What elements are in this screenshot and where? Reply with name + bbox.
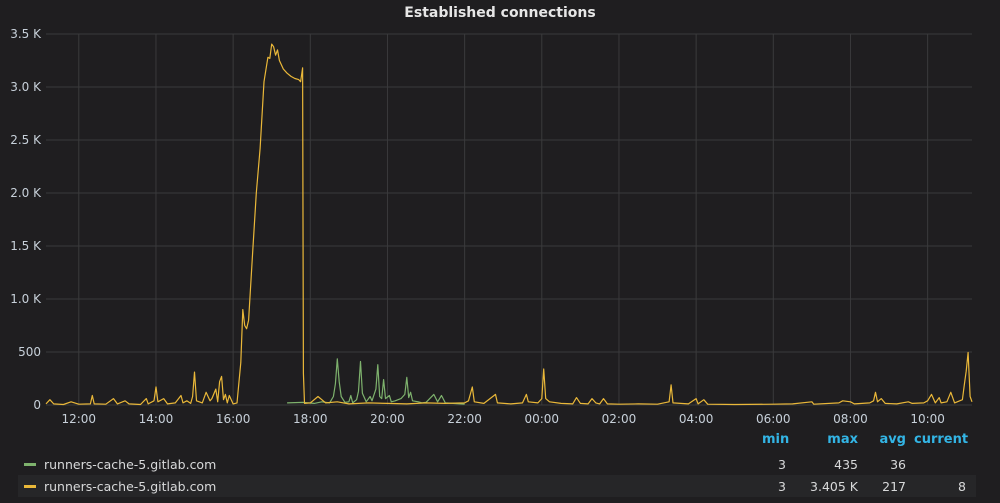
x-tick-label: 06:00 bbox=[756, 412, 791, 426]
y-tick-label: 2.5 K bbox=[10, 133, 42, 147]
legend-header-current[interactable]: current bbox=[914, 432, 969, 447]
legend-header-avg[interactable]: avg bbox=[879, 432, 906, 447]
legend-row[interactable]: runners-cache-5.gitlab.com 3 435 36 bbox=[18, 453, 976, 475]
y-tick-label: 1.0 K bbox=[10, 292, 42, 306]
series-line-1[interactable] bbox=[45, 43, 973, 406]
x-tick-label: 20:00 bbox=[370, 412, 405, 426]
legend-current: 8 bbox=[958, 479, 966, 494]
y-tick-label: 1.5 K bbox=[10, 239, 42, 253]
y-tick-label: 3.0 K bbox=[10, 80, 42, 94]
series-line-0[interactable] bbox=[287, 358, 465, 405]
y-tick-label: 500 bbox=[18, 345, 41, 359]
series-color-swatch[interactable] bbox=[24, 485, 36, 488]
x-axis: 12:00 14:00 16:00 18:00 20:00 22:00 00:00 02:00… bbox=[61, 412, 944, 426]
x-tick-label: 10:00 bbox=[910, 412, 945, 426]
x-tick-label: 18:00 bbox=[293, 412, 328, 426]
x-tick-label: 00:00 bbox=[524, 412, 559, 426]
y-tick-label: 0 bbox=[33, 398, 41, 412]
x-tick-label: 02:00 bbox=[602, 412, 637, 426]
legend-max: 3.405 K bbox=[810, 479, 858, 494]
x-tick-label: 14:00 bbox=[139, 412, 174, 426]
grid bbox=[46, 33, 972, 406]
legend-max: 435 bbox=[834, 457, 858, 472]
series-lines bbox=[45, 43, 973, 406]
x-tick-label: 22:00 bbox=[447, 412, 482, 426]
legend-min: 3 bbox=[778, 479, 786, 494]
legend-header-max[interactable]: max bbox=[827, 432, 858, 447]
series-color-swatch[interactable] bbox=[24, 463, 36, 466]
chart-canvas[interactable]: 0 500 1.0 K 1.5 K 2.0 K 2.5 K 3.0 K 3.5 K 12:00… bbox=[0, 0, 1000, 430]
x-tick-label: 12:00 bbox=[61, 412, 96, 426]
y-tick-label: 2.0 K bbox=[10, 186, 42, 200]
legend-min: 3 bbox=[778, 457, 786, 472]
legend-avg: 217 bbox=[882, 479, 906, 494]
x-tick-label: 16:00 bbox=[216, 412, 251, 426]
y-tick-label: 3.5 K bbox=[10, 27, 42, 41]
legend-header-min[interactable]: min bbox=[762, 432, 790, 447]
x-tick-label: 04:00 bbox=[679, 412, 714, 426]
legend-avg: 36 bbox=[890, 457, 906, 472]
legend-row[interactable]: runners-cache-5.gitlab.com 3 3.405 K 217… bbox=[18, 475, 976, 497]
panel-title[interactable]: Established connections bbox=[404, 5, 596, 21]
legend-series-name[interactable]: runners-cache-5.gitlab.com bbox=[44, 479, 217, 494]
legend-series-name[interactable]: runners-cache-5.gitlab.com bbox=[44, 457, 217, 472]
x-tick-label: 08:00 bbox=[833, 412, 868, 426]
y-axis: 0 500 1.0 K 1.5 K 2.0 K 2.5 K 3.0 K 3.5 K bbox=[10, 27, 42, 412]
